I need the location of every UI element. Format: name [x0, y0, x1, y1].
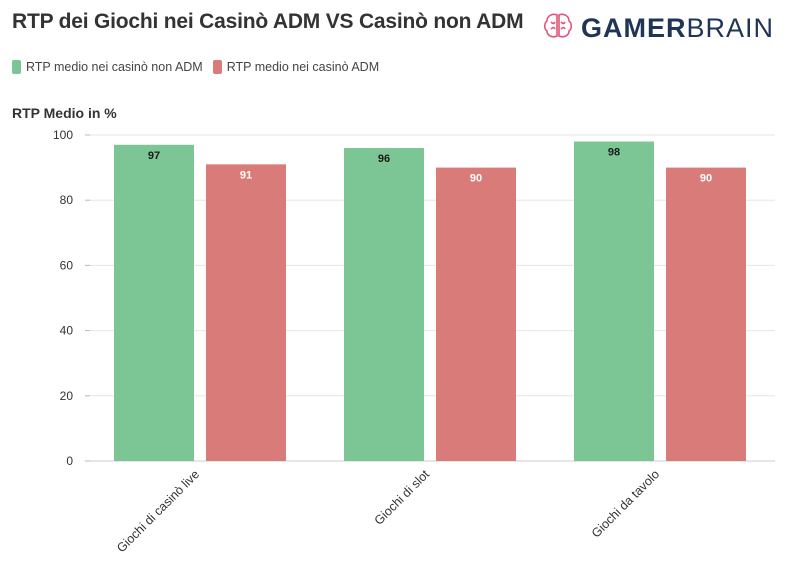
y-tick-label: 0 — [66, 454, 73, 468]
data-label: 98 — [608, 147, 620, 159]
y-axis-title: RTP Medio in % — [12, 105, 117, 121]
bar — [436, 167, 516, 461]
x-tick-label: Giochi di slot — [372, 467, 433, 528]
bar — [344, 148, 424, 462]
legend-swatch-adm — [212, 60, 222, 74]
bar — [206, 164, 286, 461]
data-label: 90 — [470, 173, 482, 185]
legend-label-non-adm: RTP medio nei casinò non ADM — [26, 60, 203, 74]
y-tick-label: 80 — [60, 193, 74, 207]
legend-swatch-non-adm — [12, 60, 21, 74]
chart-title: RTP dei Giochi nei Casinò ADM VS Casinò … — [12, 10, 524, 33]
x-tick-label: Giochi di casinò live — [114, 467, 202, 555]
brand-logo: GAMERBRAIN — [543, 12, 774, 45]
data-label: 97 — [148, 150, 160, 162]
y-tick-label: 60 — [60, 258, 74, 272]
bar — [574, 141, 654, 461]
legend-label-adm: RTP medio nei casinò ADM — [226, 60, 380, 74]
bar — [114, 144, 194, 461]
x-tick-label: Giochi da tavolo — [589, 467, 662, 540]
bar — [666, 167, 746, 461]
legend: RTP medio nei casinò non ADM RTP medio n… — [12, 60, 379, 74]
brand-name: GAMERBRAIN — [581, 13, 774, 44]
data-label: 90 — [700, 173, 712, 185]
brain-icon — [543, 12, 573, 45]
brand-name-bold: GAMER — [580, 13, 687, 43]
y-tick-label: 20 — [60, 389, 74, 403]
legend-item-non-adm[interactable]: RTP medio nei casinò non ADM — [12, 60, 203, 74]
data-label: 91 — [240, 169, 252, 181]
brand-name-light: BRAIN — [686, 13, 774, 43]
y-tick-label: 100 — [53, 128, 73, 142]
y-tick-label: 40 — [60, 324, 74, 338]
data-label: 96 — [378, 153, 390, 165]
legend-item-adm[interactable]: RTP medio nei casinò ADM — [212, 60, 380, 74]
